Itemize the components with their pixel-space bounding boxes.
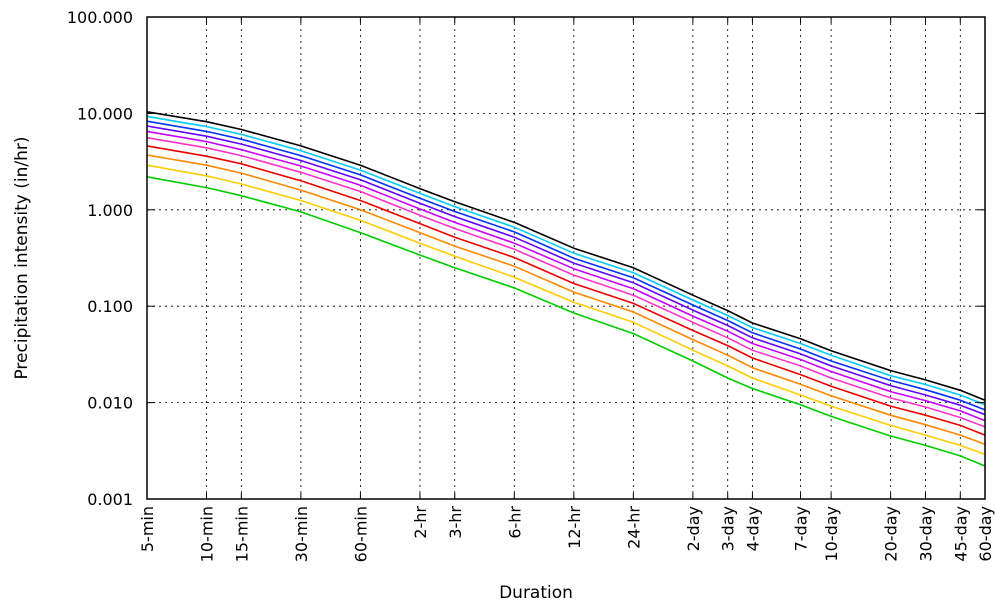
series-line-3: [146, 154, 986, 445]
y-tick-label: 1.000: [87, 201, 133, 220]
x-tick-label: 3-day: [719, 506, 738, 551]
series-line-8: [146, 120, 986, 411]
x-tick-label: 45-day: [951, 506, 970, 562]
x-tick-label: 5-min: [138, 506, 157, 552]
series-line-9: [146, 115, 986, 406]
y-tick-label: 0.100: [87, 297, 133, 316]
x-tick-label: 60-min: [351, 506, 370, 562]
y-tick-label: 100.000: [67, 8, 133, 27]
series-line-6: [146, 130, 986, 422]
series-line-2: [146, 164, 986, 456]
series-line-7: [146, 125, 986, 416]
x-tick-label: 30-day: [916, 506, 935, 562]
plot-frame: [146, 16, 986, 500]
y-tick-label: 0.010: [87, 394, 133, 413]
x-tick-label: 10-min: [198, 506, 217, 562]
series-line-1: [146, 176, 986, 467]
y-tick-label: 0.001: [87, 490, 133, 509]
x-tick-label: 4-day: [743, 506, 762, 551]
y-tick-label: 10.000: [77, 104, 133, 123]
ticks: 5-min 10-min 15-min 30-min 60-min 2-hr 3-hr 6-h…: [67, 8, 995, 562]
series-line-5: [146, 136, 986, 428]
series-line-4: [146, 145, 986, 436]
series-group: [146, 111, 986, 467]
series-line-10: [146, 111, 986, 401]
x-tick-label: 10-day: [822, 506, 841, 562]
x-tick-label: 2-day: [684, 506, 703, 551]
x-tick-label: 30-min: [292, 506, 311, 562]
x-tick-label: 7-day: [791, 506, 810, 551]
x-tick-label: 20-day: [882, 506, 901, 562]
x-tick-label: 6-hr: [505, 506, 524, 539]
x-tick-label: 3-hr: [446, 506, 465, 539]
x-tick-label: 2-hr: [411, 506, 430, 539]
x-tick-label: 12-hr: [565, 506, 584, 549]
y-axis-label: Precipitation intensity (in/hr): [12, 136, 32, 379]
x-tick-label: 60-day: [976, 506, 995, 562]
x-axis-label: Duration: [499, 583, 573, 603]
x-tick-label: 15-min: [232, 506, 251, 562]
x-tick-label: 24-hr: [624, 506, 643, 549]
